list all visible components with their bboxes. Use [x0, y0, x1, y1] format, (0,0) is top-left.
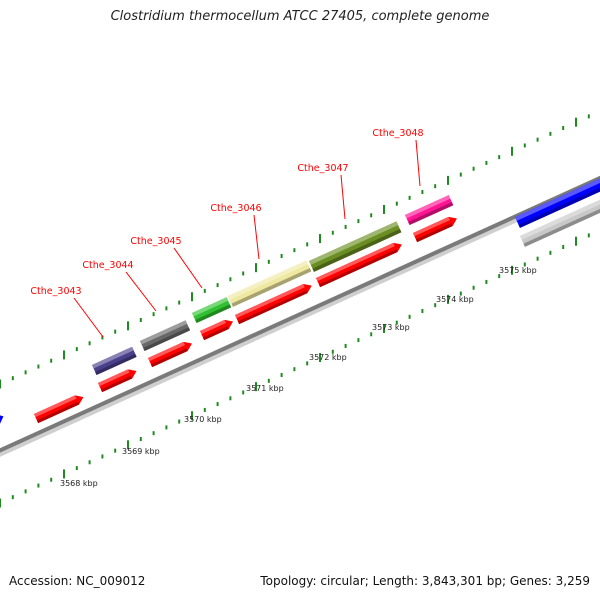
cds-arrow	[200, 319, 234, 341]
cds-arrow	[148, 341, 192, 368]
gene-Cthe_3043-shadow	[95, 353, 137, 376]
gene-label: Cthe_3045	[130, 236, 181, 247]
cds-arrow-highlight	[98, 369, 130, 387]
leader-line	[415, 139, 421, 187]
gene-Cthe_3046	[228, 260, 312, 307]
cds-arrow	[413, 216, 457, 243]
scale-label: 3571 kbp	[246, 384, 284, 393]
blue-feature-shadow	[518, 177, 600, 228]
cds-arrow-shadow	[100, 375, 133, 393]
leader-line	[253, 214, 260, 260]
scale-label: 3573 kbp	[372, 323, 410, 332]
gene-Cthe_3046-highlight	[228, 260, 309, 300]
cds-arrow-shadow	[150, 348, 188, 368]
gene-Cthe_3047	[309, 221, 402, 272]
cds-arrow-highlight	[148, 341, 185, 362]
cds-arrow-highlight	[200, 319, 227, 335]
scale-label: 3568 kbp	[60, 479, 98, 488]
gene-Cthe_3048-highlight	[405, 195, 451, 219]
cds-arrow-shadow	[318, 249, 398, 288]
blue-feature-body	[515, 170, 600, 228]
leader-line	[173, 247, 203, 289]
gene-Cthe_3044-shadow	[143, 327, 191, 352]
scale-label: 3572 kbp	[309, 353, 347, 362]
blue-feature-highlight	[515, 170, 600, 221]
backbone-line	[0, 175, 600, 453]
cds-arrow	[316, 242, 402, 288]
cds-arrow	[235, 284, 312, 325]
genome-summary-text: Topology: circular; Length: 3,843,301 bp…	[260, 574, 590, 588]
cds-arrow	[34, 395, 84, 424]
gene-Cthe_3044	[140, 320, 191, 352]
blue-feature-left-body	[0, 413, 4, 436]
gene-label: Cthe_3043	[30, 286, 81, 297]
gene-Cthe_3043	[92, 346, 137, 376]
cds-arrow	[98, 369, 137, 393]
scale-label: 3569 kbp	[122, 447, 160, 456]
gene-Cthe_3048	[405, 195, 454, 226]
gene-Cthe_3045	[192, 297, 232, 324]
gene-Cthe_3047-highlight	[309, 221, 399, 265]
cds-arrow-highlight	[413, 216, 450, 237]
scale-label: 3575 kbp	[499, 266, 537, 275]
gene-label: Cthe_3046	[210, 203, 261, 214]
gene-Cthe_3045-highlight	[192, 297, 229, 317]
cds-arrow-highlight	[316, 242, 395, 282]
leader-line	[73, 297, 104, 338]
scale-label: 3574 kbp	[436, 295, 474, 304]
labels: 3568 kbp 3569 kbp 3570 kbp 3571 kbp 3572 kbp…	[30, 128, 536, 488]
gene-Cthe_3045-shadow	[195, 304, 232, 324]
gene-Cthe_3047-shadow	[312, 228, 402, 272]
gene-Cthe_3046-shadow	[231, 268, 312, 307]
cds-arrow-shadow	[237, 290, 308, 325]
cds-arrow-highlight	[235, 284, 305, 319]
blue-feature-left	[0, 413, 4, 436]
leader-line	[125, 271, 157, 312]
leader-line	[340, 174, 346, 220]
tick-marks	[0, 114, 590, 508]
cds-arrow-shadow	[202, 326, 229, 341]
blue-feature	[515, 170, 600, 228]
gene-Cthe_3043-highlight	[92, 346, 134, 369]
scale-label: 3570 kbp	[184, 415, 222, 424]
cds-arrow-shadow	[36, 401, 80, 424]
gene-label: Cthe_3048	[372, 128, 423, 139]
cds-arrow-shadow	[415, 223, 453, 243]
gene-Cthe_3044-highlight	[140, 320, 188, 345]
accession-text: Accession: NC_009012	[9, 574, 146, 588]
gene-Cthe_3048-shadow	[408, 202, 454, 226]
gene-label: Cthe_3047	[297, 163, 348, 174]
gene-label: Cthe_3044	[82, 260, 133, 271]
cds-arrow-highlight	[34, 395, 77, 418]
silver-feature-highlight	[520, 190, 600, 240]
page-title: Clostridium thermocellum ATCC 27405, com…	[110, 9, 490, 24]
